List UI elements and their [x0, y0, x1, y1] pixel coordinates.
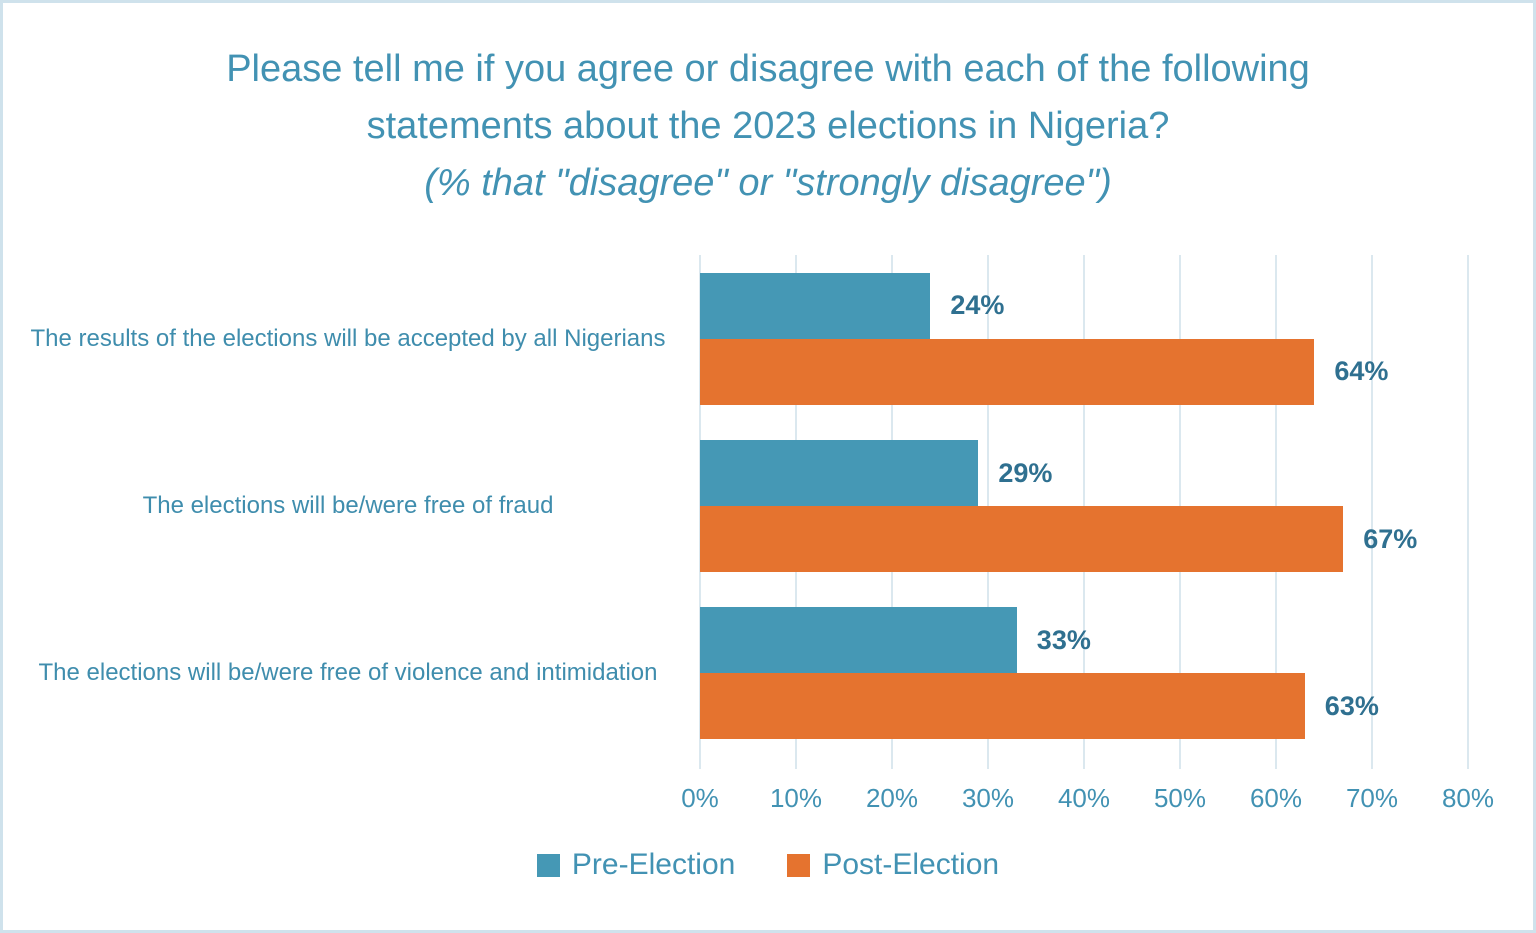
category-label: The results of the elections will be acc…	[30, 324, 666, 352]
legend-item-pre-election: Pre-Election	[536, 848, 736, 882]
bar-post-election	[700, 506, 1344, 572]
chart-title: Please tell me if you agree or disagree …	[226, 48, 1310, 147]
legend-swatch	[536, 853, 560, 877]
category-label: The elections will be/were free of fraud	[142, 491, 554, 519]
x-axis-tick-label: 80%	[1441, 783, 1495, 813]
data-label: 33%	[1036, 624, 1091, 655]
chart-subtitle: (% that "disagree" or "strongly disagree…	[424, 162, 1112, 204]
bar-post-election	[700, 338, 1315, 405]
x-axis-tick-label: 10%	[769, 783, 823, 813]
legend-swatch	[787, 853, 811, 877]
bar-post-election	[700, 673, 1305, 740]
gridline	[1371, 255, 1373, 769]
gridline	[1467, 255, 1469, 769]
data-label: 24%	[950, 290, 1005, 321]
bar-pre-election	[700, 607, 1017, 674]
x-axis-tick-label: 40%	[1057, 783, 1111, 813]
category-label: The elections will be/were free of viole…	[38, 659, 658, 687]
x-axis-tick-label: 20%	[865, 783, 919, 813]
x-axis-tick-label: 50%	[1153, 783, 1207, 813]
x-axis-tick-label: 0%	[681, 783, 719, 813]
legend: Pre-Election Post-Election	[3, 848, 1533, 882]
x-axis-tick-label: 30%	[961, 783, 1015, 813]
data-label: 64%	[1334, 356, 1389, 387]
data-label: 29%	[998, 457, 1053, 488]
x-axis-tick-label: 70%	[1345, 783, 1399, 813]
data-label: 63%	[1324, 690, 1379, 721]
bar-pre-election	[700, 272, 931, 339]
bar-pre-election	[700, 440, 979, 506]
legend-item-post-election: Post-Election	[787, 848, 999, 882]
legend-label: Pre-Election	[571, 848, 736, 881]
data-label: 67%	[1363, 523, 1418, 554]
x-axis-tick-label: 60%	[1249, 783, 1303, 813]
legend-label: Post-Election	[822, 848, 1000, 881]
plot-area: 24% 64% 29% 67% 33% 63%	[699, 255, 1469, 769]
